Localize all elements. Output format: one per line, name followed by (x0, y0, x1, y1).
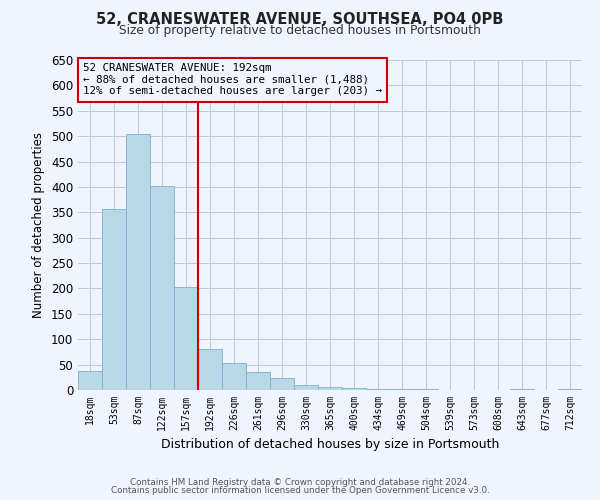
Bar (78, 370, 102, 390)
Bar (222, 362, 246, 390)
Text: Size of property relative to detached houses in Portsmouth: Size of property relative to detached ho… (119, 24, 481, 37)
Bar (366, 389, 390, 390)
Bar (126, 134, 150, 390)
X-axis label: Distribution of detached houses by size in Portsmouth: Distribution of detached houses by size … (161, 438, 499, 452)
Bar (318, 388, 342, 390)
Bar (174, 288, 198, 390)
Text: 52, CRANESWATER AVENUE, SOUTHSEA, PO4 0PB: 52, CRANESWATER AVENUE, SOUTHSEA, PO4 0P… (97, 12, 503, 28)
Text: Contains HM Land Registry data © Crown copyright and database right 2024.: Contains HM Land Registry data © Crown c… (130, 478, 470, 487)
Y-axis label: Number of detached properties: Number of detached properties (32, 132, 46, 318)
Bar (198, 350, 222, 390)
Bar (342, 388, 366, 390)
Text: 52 CRANESWATER AVENUE: 192sqm
← 88% of detached houses are smaller (1,488)
12% o: 52 CRANESWATER AVENUE: 192sqm ← 88% of d… (83, 64, 382, 96)
Bar (150, 186, 174, 390)
Bar (270, 378, 294, 390)
Bar (102, 209, 126, 390)
Bar (246, 372, 270, 390)
Text: Contains public sector information licensed under the Open Government Licence v3: Contains public sector information licen… (110, 486, 490, 495)
Bar (294, 385, 318, 390)
